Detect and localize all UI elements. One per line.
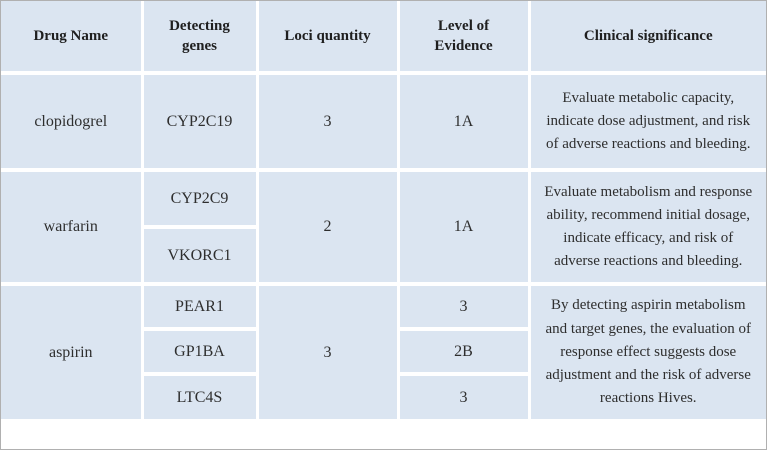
cell-gene-cyp2c9: CYP2C9	[140, 168, 259, 229]
cell-evidence-gp1ba: 2B	[396, 327, 531, 376]
row-aspirin-3: LTC4S 3	[1, 372, 766, 421]
row-warfarin-2: VKORC1	[1, 225, 766, 286]
cell-gene-vkorc1: VKORC1	[140, 225, 259, 286]
row-warfarin-1: warfarin CYP2C9 2 1A Evaluate metabolism…	[1, 168, 766, 286]
cell-evidence-ltc4s: 3	[396, 372, 531, 421]
col-header-clinical-significance-label: Clinical significance	[583, 27, 713, 44]
header-row: Drug Name Detecting genes Loci quantity …	[1, 1, 766, 75]
cell-significance-warfarin: Evaluate metabolism and response ability…	[527, 168, 766, 286]
cell-loci-warfarin: 2	[255, 168, 400, 286]
col-header-clinical-significance: Clinical significance	[527, 1, 766, 75]
row-aspirin-2: GP1BA 2B	[1, 327, 766, 376]
col-header-level-of-evidence: Level of Evidence	[396, 1, 531, 75]
cell-loci-aspirin: 3	[255, 282, 400, 421]
cell-gene-pear1: PEAR1	[140, 282, 259, 331]
cell-evidence-clopidogrel: 1A	[396, 71, 531, 172]
cell-significance-aspirin: By detecting aspirin metabolism and targ…	[527, 282, 766, 421]
cell-significance-clopidogrel: Evaluate metabolic capacity, indicate do…	[527, 71, 766, 172]
row-clopidogrel: clopidogrel CYP2C19 3 1A Evaluate metabo…	[1, 71, 766, 172]
cell-gene-gp1ba: GP1BA	[140, 327, 259, 376]
col-header-level-of-evidence-label: Level of Evidence	[434, 17, 493, 54]
cell-evidence-warfarin: 1A	[396, 168, 531, 286]
cell-loci-clopidogrel: 3	[255, 71, 400, 172]
col-header-detecting-genes-label: Detecting genes	[169, 17, 230, 54]
col-header-loci-quantity: Loci quantity	[255, 1, 400, 75]
row-aspirin-1: aspirin PEAR1 3 3 By detecting aspirin m…	[1, 282, 766, 421]
cell-gene-cyp2c19: CYP2C19	[140, 71, 259, 172]
drug-gene-evidence-table: Drug Name Detecting genes Loci quantity …	[1, 1, 766, 421]
cell-drug-aspirin: aspirin	[1, 282, 144, 421]
cell-drug-clopidogrel: clopidogrel	[1, 71, 144, 172]
cell-drug-warfarin: warfarin	[1, 168, 144, 286]
col-header-drug-name: Drug Name	[1, 1, 144, 75]
col-header-detecting-genes: Detecting genes	[140, 1, 259, 75]
cell-gene-ltc4s: LTC4S	[140, 372, 259, 421]
col-header-drug-name-label: Drug Name	[33, 27, 109, 44]
cell-evidence-pear1: 3	[396, 282, 531, 331]
col-header-loci-quantity-label: Loci quantity	[284, 27, 371, 44]
